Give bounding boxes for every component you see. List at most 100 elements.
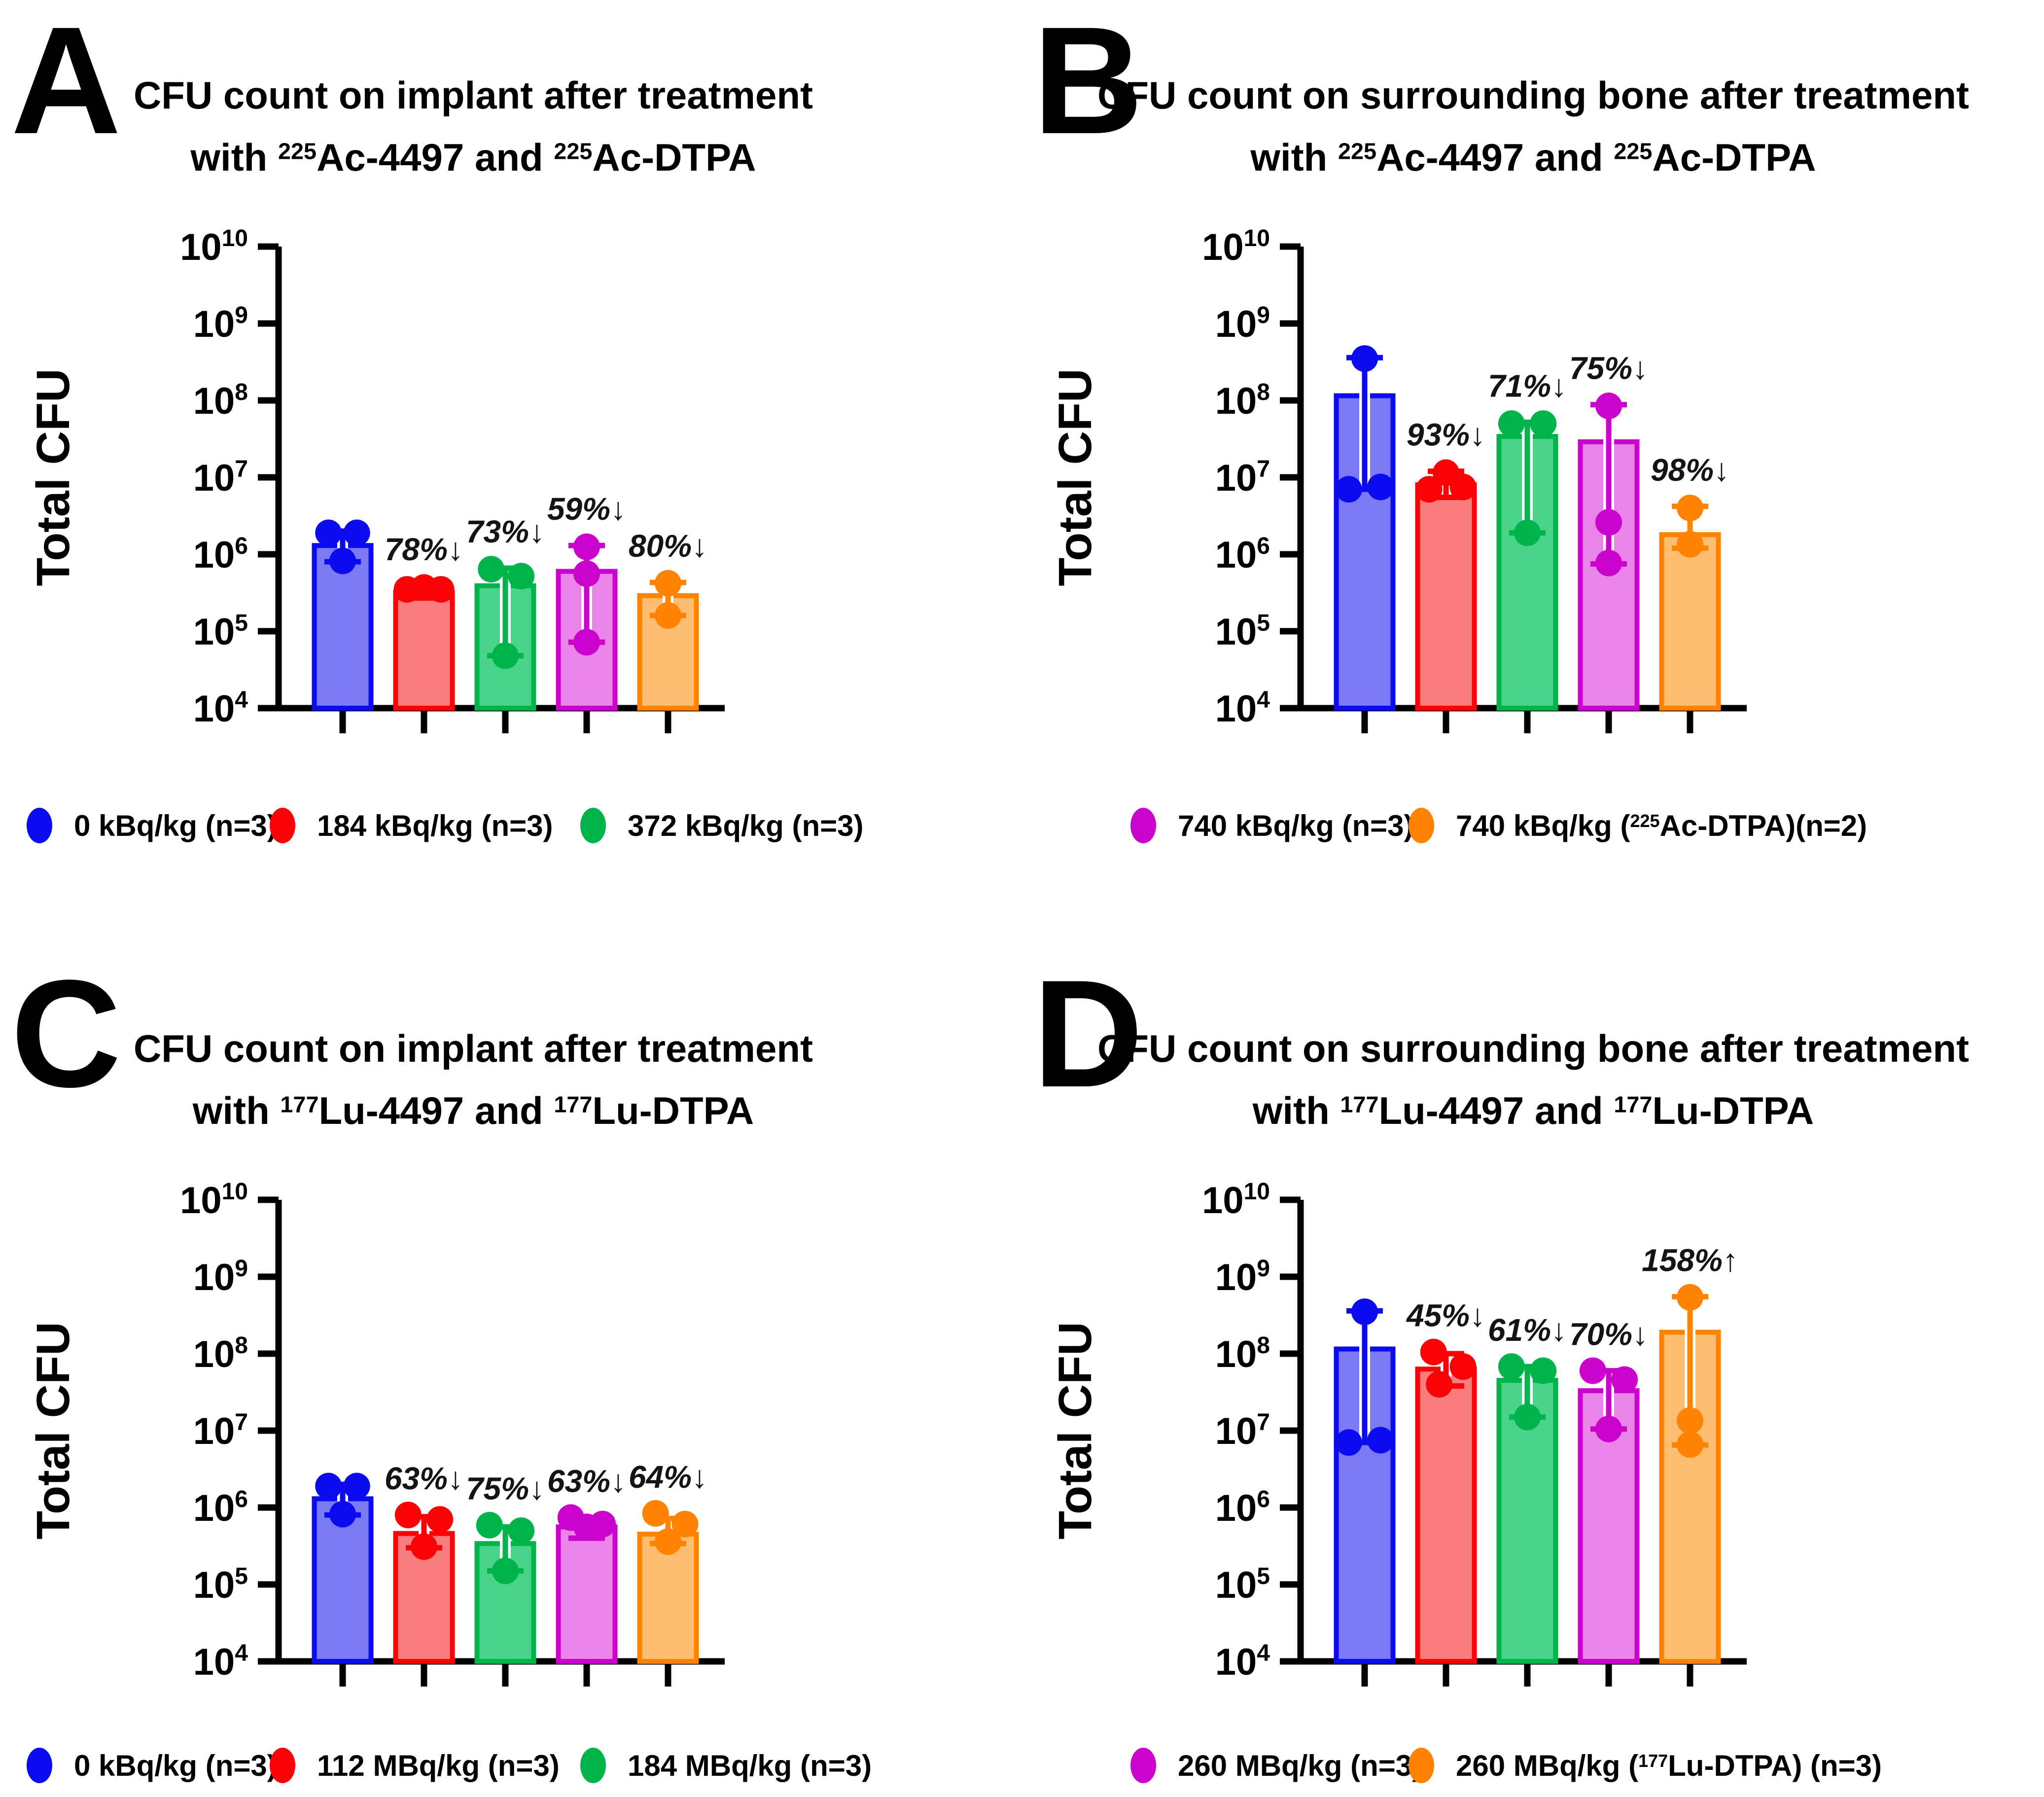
data-point [492, 642, 519, 669]
y-tick-label: 1010 [180, 225, 248, 268]
bar [1415, 1366, 1477, 1664]
data-point [573, 629, 600, 656]
data-point [478, 556, 505, 583]
text-segment: with [1250, 136, 1338, 180]
y-tick-label: 106 [1215, 1486, 1270, 1529]
text-segment: Lu-DTPA [592, 1089, 754, 1133]
legend-label: 0 kBq/kg (n=3) [74, 809, 277, 842]
isotope-superscript: 225 [1614, 138, 1653, 164]
data-point [1514, 519, 1541, 546]
y-tick-label: 106 [193, 533, 248, 576]
legend-marker-dot-magenta [1130, 808, 1156, 843]
panel-c-letter: C [11, 948, 121, 1119]
data-point [394, 1502, 422, 1529]
data-point [655, 602, 681, 629]
text-segment: Ac-4497 and [317, 136, 554, 180]
y-tick-label: 104 [1215, 1640, 1270, 1683]
bar-group-red: 93%↓ [1407, 417, 1485, 733]
data-point [1449, 1353, 1477, 1380]
legend-item-green: 184 MBq/kg (n=3) [580, 1728, 872, 1797]
bar-group-blue [1334, 1298, 1396, 1687]
bar-group-magenta: 59%↓ [547, 491, 626, 733]
data-point [1498, 410, 1525, 437]
bar-group-orange: 64%↓ [629, 1459, 707, 1687]
bar-group-red: 45%↓ [1406, 1298, 1485, 1687]
data-point [1335, 476, 1362, 503]
data-point [1514, 1403, 1541, 1431]
y-axis-label: Total CFU [27, 1322, 79, 1540]
data-point [1677, 1407, 1703, 1434]
panel-d-title-line2: with 177Lu-4497 and 177Lu-DTPA [1040, 1079, 2026, 1142]
y-tick-label: 109 [1215, 302, 1270, 345]
panel-c-title: CFU count on implant after treatment wit… [0, 1017, 947, 1142]
bar-group-green: 71%↓ [1488, 368, 1567, 733]
legend-marker-dot-orange [1409, 1748, 1434, 1783]
bar [1659, 532, 1721, 711]
data-point [411, 1533, 437, 1560]
percent-annotation: 59%↓ [547, 491, 626, 527]
panel-b-title-line2: with 225Ac-4497 and 225Ac-DTPA [1040, 126, 2026, 188]
text-segment: with [192, 1089, 281, 1133]
percent-annotation: 70%↓ [1569, 1317, 1648, 1352]
data-point [573, 560, 600, 587]
data-point [476, 1511, 503, 1539]
bar [393, 590, 455, 711]
y-axis-label: Total CFU [27, 368, 79, 586]
bar-group-green: 73%↓ [466, 514, 545, 733]
bar-group-blue [312, 519, 374, 733]
y-tick-label: 107 [1215, 1409, 1270, 1452]
data-point [1367, 1427, 1394, 1454]
legend-label: 112 MBq/kg (n=3) [317, 1749, 560, 1782]
percent-annotation: 75%↓ [1569, 351, 1648, 386]
data-point [1677, 1284, 1703, 1311]
y-tick-label: 1010 [1202, 1179, 1270, 1222]
data-point [492, 1557, 519, 1584]
y-tick-label: 105 [1215, 610, 1270, 653]
legend-item-red: 184 kBq/kg (n=3) [270, 789, 553, 863]
percent-annotation: 78%↓ [385, 532, 463, 567]
y-tick-label: 104 [193, 1640, 248, 1683]
legend-label: 740 kBq/kg (225Ac-DTPA)(n=2) [1456, 809, 1868, 842]
data-point [1677, 495, 1703, 522]
panel-d-title: CFU count on surrounding bone after trea… [1040, 1017, 2026, 1142]
data-point [343, 1473, 370, 1500]
y-tick-label: 108 [193, 379, 248, 422]
y-tick-label: 1010 [1202, 225, 1270, 268]
data-point [1595, 509, 1622, 536]
text-segment: with [1252, 1089, 1340, 1133]
y-tick-label: 107 [1215, 456, 1270, 499]
bar-group-red: 63%↓ [385, 1461, 463, 1687]
percent-annotation: 73%↓ [466, 514, 545, 549]
chart-panel-b: 104 105 106 107 108 109 1010 Total CFU 93%↓71%↓ 7… [1049, 225, 1747, 733]
percent-annotation: 45%↓ [1406, 1298, 1485, 1333]
panel-b-letter: B [1033, 0, 1143, 166]
data-point [1415, 476, 1443, 503]
legend-item-magenta: 260 MBq/kg (n=3) [1130, 1728, 1422, 1797]
percent-annotation: 80%↓ [629, 528, 707, 564]
y-tick-label: 104 [1215, 687, 1270, 730]
text-segment: with [190, 136, 278, 180]
y-tick-label: 108 [1215, 379, 1270, 422]
bar-group-blue [312, 1473, 374, 1687]
legend-item-magenta: 740 kBq/kg (n=3) [1130, 789, 1414, 863]
legend-item-orange: 260 MBq/kg (177Lu-DTPA) (n=3) [1409, 1728, 1882, 1797]
data-point [671, 1510, 699, 1538]
bar [556, 1524, 618, 1664]
y-tick-label: 105 [193, 1563, 248, 1606]
legend-item-blue: 0 kBq/kg (n=3) [27, 789, 277, 863]
bar-group-orange: 80%↓ [629, 528, 707, 733]
data-point [1530, 1357, 1557, 1384]
legend-marker-dot-red [270, 1748, 295, 1783]
y-axis-label: Total CFU [1049, 1322, 1101, 1540]
panel-c-title-line1: CFU count on implant after treatment [133, 1027, 813, 1070]
percent-annotation: 63%↓ [547, 1463, 626, 1499]
data-point [427, 576, 455, 603]
percent-annotation: 63%↓ [385, 1461, 463, 1496]
y-tick-label: 106 [193, 1486, 248, 1529]
isotope-superscript: 177 [1614, 1091, 1653, 1117]
legend-item-red: 112 MBq/kg (n=3) [270, 1728, 560, 1797]
y-tick-label: 105 [193, 610, 248, 653]
data-point [1595, 549, 1622, 576]
